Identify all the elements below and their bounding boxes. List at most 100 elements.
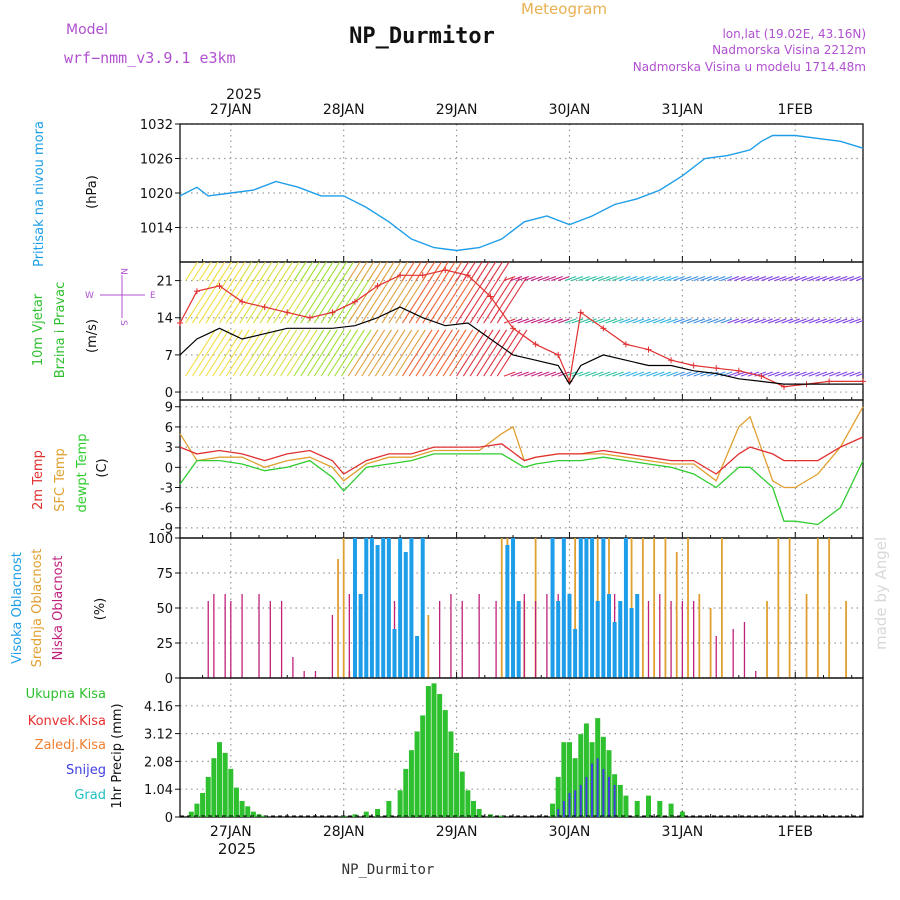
y-tick-label: 75: [156, 567, 173, 582]
y-tick-label: 25: [156, 637, 173, 652]
wind-barb: [381, 262, 395, 281]
wind-barb: [191, 262, 205, 281]
precip-bar: [222, 752, 228, 817]
wind-barb: [469, 329, 501, 377]
chart-title: NP_Durmitor: [349, 24, 495, 49]
wind-barb: [246, 262, 260, 281]
precip-bar: [578, 734, 584, 817]
wind-barb: [693, 275, 706, 282]
panel-frame: [179, 399, 864, 539]
gust-marker: [442, 266, 449, 273]
y-tick-label: 6: [165, 421, 173, 436]
wind-barb: [286, 276, 318, 324]
wind-barb: [510, 318, 523, 324]
gust-marker: [261, 304, 268, 311]
temp-2m-label: 2m Temp: [31, 450, 46, 510]
wind-barb: [835, 371, 848, 377]
y-tick-label: 0: [165, 386, 173, 401]
wind-barb: [435, 276, 467, 324]
wind-barb: [239, 329, 271, 377]
wind-barbs: [185, 262, 863, 377]
gust-marker: [397, 272, 404, 279]
wind-barb: [239, 262, 253, 281]
precip-bar: [386, 800, 392, 817]
model-name: wrf−nmm_v3.9.1 e3km: [64, 49, 236, 67]
wind-barb: [625, 275, 638, 282]
wind-barb: [340, 262, 355, 281]
wind-barb: [313, 262, 327, 281]
wind-barb: [774, 275, 787, 282]
top-day-label: 1FEB: [778, 102, 813, 118]
wind-barb: [219, 329, 250, 377]
wind-barb: [856, 373, 863, 377]
wind-barb: [537, 318, 550, 324]
wind-barb: [537, 371, 550, 377]
station-coords: lon,lat (19.02E, 43.16N): [722, 27, 866, 41]
y-tick-label: 21: [156, 275, 173, 290]
wind-barb: [808, 275, 821, 282]
wind-barb: [456, 329, 487, 377]
wind-barb: [822, 371, 834, 377]
wind-barb: [618, 275, 631, 282]
cloud-low-label: Niska Oblacnost: [51, 556, 66, 661]
wind-barb: [578, 318, 590, 324]
panel-temperature: -9 -6 -3 0 3 6 9: [160, 399, 864, 539]
wind-barb: [767, 275, 780, 282]
wind-barb: [483, 262, 497, 281]
wind-barb: [693, 318, 706, 324]
wind-barb: [483, 276, 514, 324]
wind-barb: [395, 276, 426, 324]
wind-barb: [422, 276, 453, 324]
precip-bar: [194, 803, 200, 817]
y-tick-label: 0: [165, 811, 173, 826]
wind-barb: [347, 329, 379, 377]
wind-barb: [795, 371, 807, 377]
wind-barb: [422, 262, 436, 281]
wind-barb: [659, 275, 672, 282]
gust-marker: [510, 325, 517, 332]
wind-barb: [252, 276, 284, 324]
wind-barb: [286, 262, 300, 281]
bottom-day-label: 28JAN: [323, 824, 365, 840]
wind-barb: [639, 275, 651, 282]
wind-barb: [856, 277, 863, 282]
wind-barb: [191, 329, 223, 377]
wind-barb: [524, 318, 536, 324]
wind-barb: [781, 371, 794, 377]
compass-arrows: [100, 275, 145, 318]
wind-barb: [734, 318, 746, 324]
wind-barb: [347, 262, 361, 281]
wind-barb: [646, 275, 658, 282]
wind-barb: [686, 275, 699, 282]
y-tick-label: 1026: [140, 153, 173, 168]
snow-bar: [602, 768, 605, 817]
wind-barb: [578, 275, 590, 282]
wind-barb: [469, 276, 501, 324]
wind-barb: [842, 371, 855, 377]
wind-barb: [727, 318, 739, 324]
compass-w: W: [85, 291, 94, 301]
wind-barb: [524, 275, 536, 282]
wind-barb: [686, 318, 699, 324]
wind-barb: [788, 318, 800, 324]
precip-bar: [205, 776, 211, 817]
pressure-ylabel: Pritisak na nivou mora: [32, 121, 47, 267]
y-tick-label: 1020: [140, 187, 173, 202]
wind-barb: [232, 276, 264, 324]
wind-barb: [842, 318, 855, 324]
wind-barb: [679, 371, 692, 377]
wind-barb: [388, 262, 402, 281]
wind-barb: [246, 276, 277, 324]
wind-barb: [747, 318, 760, 324]
wind-barb: [530, 371, 543, 377]
wind-barb: [673, 275, 685, 282]
wind-barb: [740, 371, 753, 377]
y-tick-label: 0: [165, 672, 173, 687]
compass-n: N: [118, 268, 128, 275]
wind-barb: [510, 371, 523, 377]
wind-barb: [720, 318, 733, 324]
wind-barb: [842, 275, 855, 282]
wind-barb: [273, 329, 304, 377]
gust-marker: [177, 320, 183, 327]
temp-dewpt-label: dewpt Temp: [75, 433, 90, 512]
